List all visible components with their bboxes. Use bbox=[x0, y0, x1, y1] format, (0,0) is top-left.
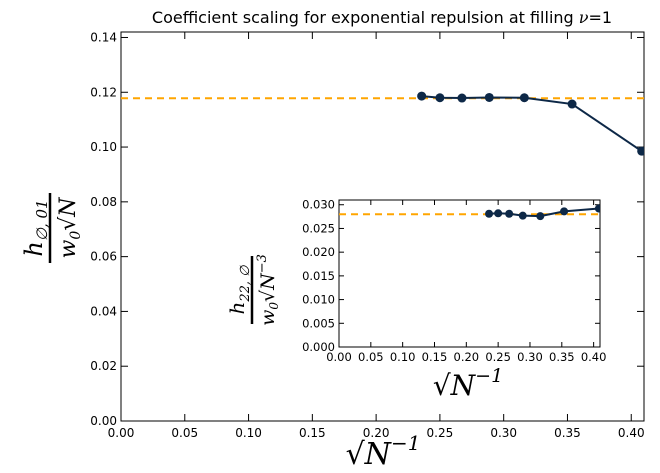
y-tick-label: 0.025 bbox=[302, 221, 335, 235]
x-tick-label: 0.35 bbox=[554, 426, 581, 440]
data-point bbox=[560, 207, 569, 216]
svg-text:w0√N−3: w0√N−3 bbox=[255, 254, 281, 326]
data-point bbox=[637, 146, 644, 156]
y-tick-label: 0.005 bbox=[302, 316, 335, 330]
svg-text:w0√N: w0√N bbox=[56, 197, 84, 259]
data-point bbox=[494, 209, 503, 218]
data-point bbox=[536, 212, 545, 221]
y-tick-label: 0.000 bbox=[302, 340, 335, 354]
x-tick-label: 0.35 bbox=[549, 350, 575, 364]
y-tick-label: 0.00 bbox=[90, 414, 117, 428]
svg-text:h∅, 01: h∅, 01 bbox=[20, 199, 51, 256]
x-tick-label: 0.00 bbox=[108, 426, 135, 440]
y-tick-label: 0.14 bbox=[90, 30, 117, 44]
main-plot-frame bbox=[120, 31, 645, 422]
data-point bbox=[435, 93, 445, 103]
y-tick-label: 0.010 bbox=[302, 293, 335, 307]
y-tick-label: 0.10 bbox=[90, 140, 117, 154]
x-tick-label: 0.00 bbox=[326, 350, 352, 364]
inset-ylabel: h22, ∅ w0√N−3 bbox=[225, 254, 281, 326]
chart-title: Coefficient scaling for exponential repu… bbox=[152, 8, 612, 27]
y-tick-label: 0.020 bbox=[302, 245, 335, 259]
x-tick-label: 0.30 bbox=[490, 426, 517, 440]
x-tick-label: 0.15 bbox=[422, 350, 448, 364]
y-tick-label: 0.06 bbox=[90, 250, 117, 264]
x-tick-label: 0.10 bbox=[390, 350, 416, 364]
x-tick-label: 0.40 bbox=[618, 426, 645, 440]
data-point bbox=[519, 93, 529, 103]
data-point bbox=[417, 91, 427, 101]
x-tick-label: 0.10 bbox=[235, 426, 262, 440]
y-tick-label: 0.015 bbox=[302, 269, 335, 283]
x-tick-label: 0.20 bbox=[454, 350, 480, 364]
x-tick-label: 0.20 bbox=[363, 426, 390, 440]
y-tick-label: 0.12 bbox=[90, 85, 117, 99]
data-point bbox=[484, 92, 494, 102]
y-tick-label: 0.08 bbox=[90, 195, 117, 209]
main-plot: 0.00 0.05 0.10 0.15 0.20 0.25 0.30 0.35 0.40 0.00… bbox=[90, 30, 645, 440]
main-xlabel: √N−1 bbox=[346, 431, 421, 472]
x-tick-label: 0.25 bbox=[427, 426, 454, 440]
x-tick-label: 0.05 bbox=[358, 350, 384, 364]
series-line bbox=[421, 95, 643, 152]
x-tick-label: 0.30 bbox=[517, 350, 543, 364]
main-ylabel: h∅, 01 w0√N bbox=[20, 193, 84, 263]
svg-text:h22, ∅: h22, ∅ bbox=[225, 265, 253, 315]
data-point bbox=[518, 211, 527, 220]
inset-plot: 0.00 0.05 0.10 0.15 0.20 0.25 0.30 0.35 0.40 0.00… bbox=[302, 198, 606, 364]
data-point bbox=[505, 209, 514, 218]
data-point bbox=[485, 209, 494, 218]
inset-xlabel: √N−1 bbox=[433, 365, 503, 402]
data-point bbox=[594, 204, 600, 213]
x-tick-label: 0.15 bbox=[299, 426, 326, 440]
x-tick-label: 0.05 bbox=[171, 426, 198, 440]
y-tick-label: 0.030 bbox=[302, 198, 335, 212]
x-tick-label: 0.40 bbox=[581, 350, 607, 364]
x-tick-label: 0.25 bbox=[485, 350, 511, 364]
y-tick-label: 0.04 bbox=[90, 304, 117, 318]
inset-plot-frame bbox=[338, 199, 601, 348]
data-point bbox=[457, 93, 467, 103]
y-tick-label: 0.02 bbox=[90, 359, 117, 373]
data-point bbox=[567, 99, 577, 109]
